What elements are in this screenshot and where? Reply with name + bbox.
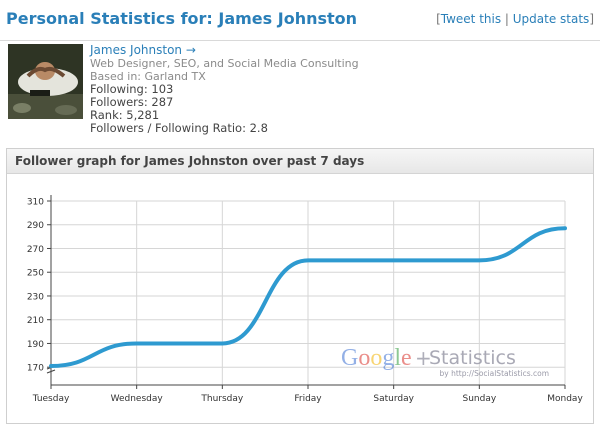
avatar[interactable]: [8, 44, 83, 119]
watermark-brand: Google: [341, 345, 412, 371]
rank-value: Rank: 5,281: [90, 108, 160, 122]
watermark-byline: by http://SocialStatistics.com: [440, 369, 549, 378]
x-tick-label: Thursday: [200, 394, 244, 404]
avatar-photo: [8, 44, 83, 119]
profile-name-link[interactable]: James Johnston →: [90, 43, 196, 57]
label-layer: 170 190 210 230 250 270 290 310 Tuesday Wednesday…: [27, 198, 584, 405]
y-tick-label: 250: [27, 269, 44, 279]
line-layer: [49, 226, 567, 369]
y-tick-label: 270: [27, 245, 44, 255]
profile-bio: Web Designer, SEO, and Social Media Cons…: [90, 57, 359, 70]
page-header: Personal Statistics for: James Johnston …: [0, 0, 600, 41]
x-tick-label: Tuesday: [32, 394, 70, 404]
x-tick-label: Saturday: [373, 394, 414, 404]
open-bracket: [: [436, 12, 441, 26]
tweet-this-link[interactable]: Tweet this: [440, 12, 502, 26]
follower-ratio: Followers / Following Ratio: 2.8: [90, 121, 268, 135]
y-tick-label: 170: [27, 364, 44, 374]
profile-location: Based in: Garland TX: [90, 70, 206, 83]
axis-layer: [46, 195, 566, 389]
profile-info: James Johnston → Web Designer, SEO, and …: [90, 44, 359, 135]
graph-title: Follower graph for James Johnston over p…: [7, 149, 593, 174]
close-bracket: ]: [589, 12, 594, 26]
y-tick-label: 230: [27, 292, 44, 302]
x-tick-label: Sunday: [462, 394, 496, 404]
link-separator: |: [501, 12, 513, 26]
y-tick-label: 210: [27, 316, 44, 326]
watermark-plus: +: [415, 346, 432, 370]
watermark-suffix: Statistics: [429, 347, 516, 369]
page-title: Personal Statistics for: James Johnston: [6, 9, 358, 28]
y-tick-label: 190: [27, 340, 44, 350]
x-tick-label: Monday: [547, 394, 583, 404]
y-tick-label: 310: [27, 198, 44, 208]
x-tick-label: Friday: [294, 394, 322, 404]
following-count: Following: 103: [90, 82, 174, 96]
follower-graph-panel: Follower graph for James Johnston over p…: [6, 148, 594, 424]
update-stats-link[interactable]: Update stats: [512, 12, 590, 26]
x-tick-label: Wednesday: [111, 394, 164, 404]
header-links: [Tweet this | Update stats]: [436, 12, 594, 26]
follower-chart: 170 190 210 230 250 270 290 310 Tuesday Wednesday…: [27, 195, 584, 405]
followers-count: Followers: 287: [90, 95, 174, 109]
y-tick-label: 290: [27, 221, 44, 231]
